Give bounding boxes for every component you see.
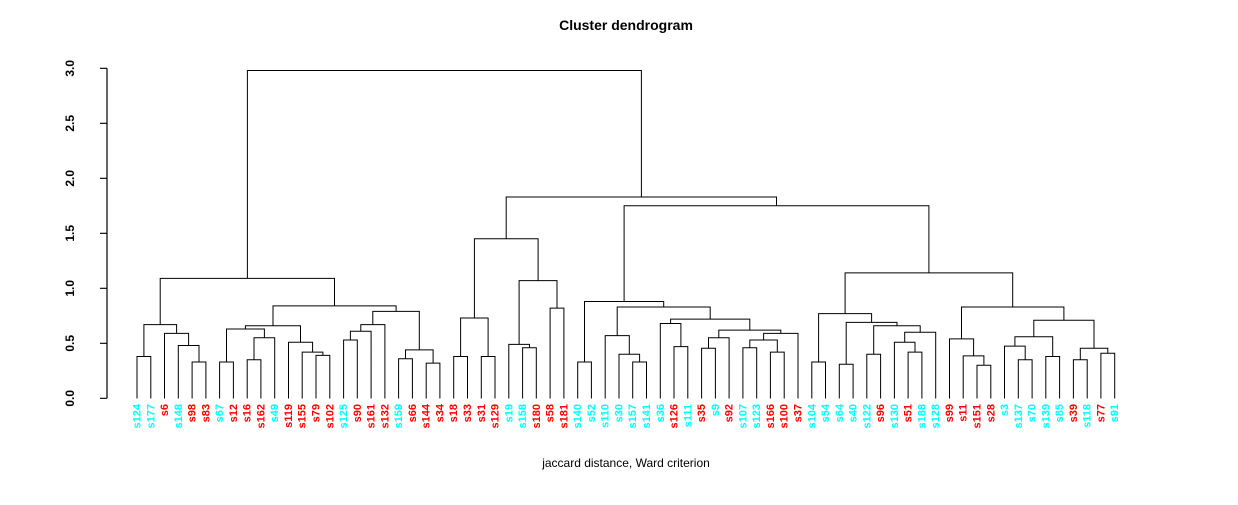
leaf-label: s79 xyxy=(311,404,323,422)
leaf-label: s37 xyxy=(793,404,805,422)
leaf-label: s111 xyxy=(682,404,694,427)
leaf-label: s148 xyxy=(173,404,185,428)
leaf-label: s36 xyxy=(655,404,667,422)
leaf-label: s122 xyxy=(861,404,873,428)
leaf-label: s28 xyxy=(985,404,997,422)
leaf-label: s180 xyxy=(531,404,543,428)
leaf-label: s151 xyxy=(972,404,984,428)
leaf-label: s52 xyxy=(586,404,598,422)
leaf-label: s130 xyxy=(889,404,901,428)
y-tick-label: 0.5 xyxy=(63,335,77,352)
leaf-label: s90 xyxy=(352,404,364,422)
leaf-label: s99 xyxy=(944,404,956,422)
leaf-label: s132 xyxy=(379,404,391,428)
leaf-label: s141 xyxy=(641,404,653,428)
leaf-label: s34 xyxy=(434,403,446,422)
leaf-label: s49 xyxy=(269,404,281,422)
leaf-label: s126 xyxy=(669,404,681,428)
leaf-label: s96 xyxy=(875,404,887,422)
leaf-label: s166 xyxy=(765,404,777,428)
leaf-label: s18 xyxy=(448,404,460,422)
leaf-label: s98 xyxy=(187,404,199,422)
leaf-label: s92 xyxy=(724,404,736,422)
y-axis-line xyxy=(100,67,108,399)
leaf-label: s139 xyxy=(1040,404,1052,428)
leaf-label: s64 xyxy=(834,403,846,422)
leaf-label: s3 xyxy=(999,404,1011,416)
y-axis: 0.0 0.5 1.0 1.5 2.0 2.5 3.0 xyxy=(63,60,108,407)
leaf-label: s102 xyxy=(324,404,336,428)
leaf-label: s100 xyxy=(779,404,791,428)
leaf-label: s70 xyxy=(1027,404,1039,422)
leaf-label: s54 xyxy=(820,403,832,422)
leaf-label: s144 xyxy=(421,403,433,428)
leaf-label: s110 xyxy=(600,404,612,428)
leaf-label: s125 xyxy=(338,404,350,428)
leaf-label: s33 xyxy=(462,404,474,422)
leaf-label: s40 xyxy=(848,404,860,422)
leaf-label: s137 xyxy=(1013,404,1025,428)
leaf-label: s35 xyxy=(696,404,708,422)
y-tick-label: 0.0 xyxy=(63,390,77,407)
leaf-label: s128 xyxy=(930,404,942,428)
y-tick-label: 2.0 xyxy=(63,170,77,187)
leaf-label: s77 xyxy=(1095,404,1107,422)
leaf-label: s155 xyxy=(297,404,309,428)
leaf-label: s124 xyxy=(132,403,144,428)
leaf-label: s104 xyxy=(806,403,818,428)
leaf-label: s58 xyxy=(545,404,557,422)
leaf-label: s51 xyxy=(903,404,915,422)
leaf-label: s67 xyxy=(214,404,226,422)
leaf-label: s118 xyxy=(1082,404,1094,428)
y-tick-label: 1.5 xyxy=(63,225,77,242)
y-tick-label: 1.0 xyxy=(63,280,77,297)
leaf-label: s19 xyxy=(503,404,515,422)
leaf-label: s129 xyxy=(490,404,502,428)
leaf-label: s159 xyxy=(393,404,405,428)
leaf-label: s119 xyxy=(283,404,295,428)
leaf-label: s83 xyxy=(200,404,212,422)
leaf-label: s158 xyxy=(517,404,529,428)
leaf-label: s39 xyxy=(1068,404,1080,422)
x-axis-caption: jaccard distance, Ward criterion xyxy=(541,456,710,470)
leaf-label: s188 xyxy=(916,404,928,428)
leaf-label: s11 xyxy=(958,404,970,422)
leaf-label: s6 xyxy=(159,404,171,416)
leaf-label: s9 xyxy=(710,404,722,416)
leaf-label: s66 xyxy=(407,404,419,422)
y-tick-label: 3.0 xyxy=(63,60,77,77)
leaf-label: s157 xyxy=(627,404,639,428)
leaf-label: s123 xyxy=(751,404,763,428)
leaf-label: s107 xyxy=(737,404,749,428)
dendrogram-lines xyxy=(136,70,1116,399)
leaf-label: s91 xyxy=(1109,404,1121,422)
leaf-label: s181 xyxy=(558,404,570,428)
leaf-label: s85 xyxy=(1054,404,1066,422)
leaf-label: s140 xyxy=(572,404,584,428)
leaf-label: s12 xyxy=(228,404,240,422)
leaf-labels: s124 s177 s6 s148 s98 s83 s67 s12 s16 s162 s49 s119… xyxy=(132,403,1122,428)
leaf-label: s31 xyxy=(476,404,488,422)
leaf-label: s30 xyxy=(614,404,626,422)
leaf-label: s162 xyxy=(255,404,267,428)
leaf-label: s16 xyxy=(242,404,254,422)
chart-title: Cluster dendrogram xyxy=(559,17,693,33)
y-tick-label: 2.5 xyxy=(63,115,77,132)
leaf-label: s161 xyxy=(366,404,378,428)
dendrogram-tree xyxy=(136,70,1116,399)
leaf-label: s177 xyxy=(145,404,157,428)
